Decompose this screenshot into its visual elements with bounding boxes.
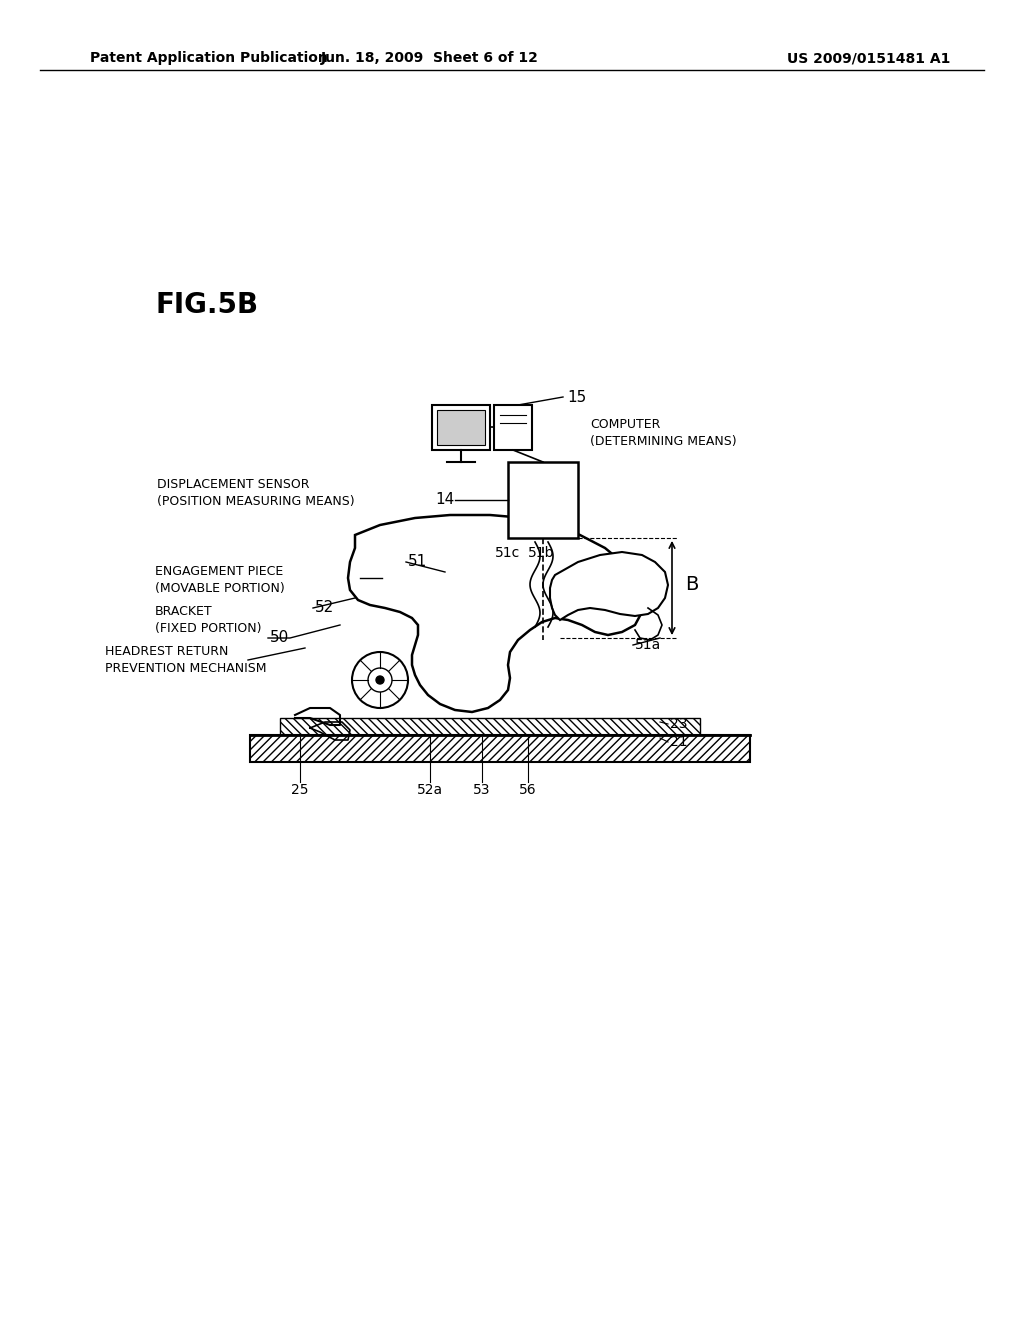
Bar [250,735,750,762]
Text: 56: 56 [519,783,537,797]
Circle shape [376,676,384,684]
Text: ENGAGEMENT PIECE
(MOVABLE PORTION): ENGAGEMENT PIECE (MOVABLE PORTION) [155,565,285,595]
Polygon shape [348,515,642,711]
Text: US 2009/0151481 A1: US 2009/0151481 A1 [786,51,950,65]
Text: COMPUTER
(DETERMINING MEANS): COMPUTER (DETERMINING MEANS) [590,418,736,447]
Text: 25: 25 [291,783,309,797]
Bar [494,405,532,450]
Text: Patent Application Publication: Patent Application Publication [90,51,328,65]
Bar [432,405,490,450]
Text: 21: 21 [670,735,688,748]
Bar [437,411,485,445]
Text: FIG.5B: FIG.5B [155,290,258,319]
Text: 50: 50 [270,631,289,645]
Text: 52a: 52a [417,783,443,797]
Text: B: B [685,576,698,594]
Text: 51b: 51b [528,546,555,560]
Text: 51c: 51c [495,546,520,560]
Text: BRACKET
(FIXED PORTION): BRACKET (FIXED PORTION) [155,605,261,635]
Polygon shape [550,552,668,620]
Text: 15: 15 [567,389,587,404]
Text: 51: 51 [408,554,427,569]
Bar [280,718,700,735]
Text: 51a: 51a [635,638,662,652]
Bar [508,462,578,539]
Text: 52: 52 [315,601,334,615]
Text: HEADREST RETURN
PREVENTION MECHANISM: HEADREST RETURN PREVENTION MECHANISM [105,645,266,675]
Text: 23: 23 [670,717,687,731]
Text: 53: 53 [473,783,490,797]
Text: DISPLACEMENT SENSOR
(POSITION MEASURING MEANS): DISPLACEMENT SENSOR (POSITION MEASURING … [157,478,354,508]
Text: Jun. 18, 2009  Sheet 6 of 12: Jun. 18, 2009 Sheet 6 of 12 [322,51,539,65]
Text: 14: 14 [436,492,455,507]
